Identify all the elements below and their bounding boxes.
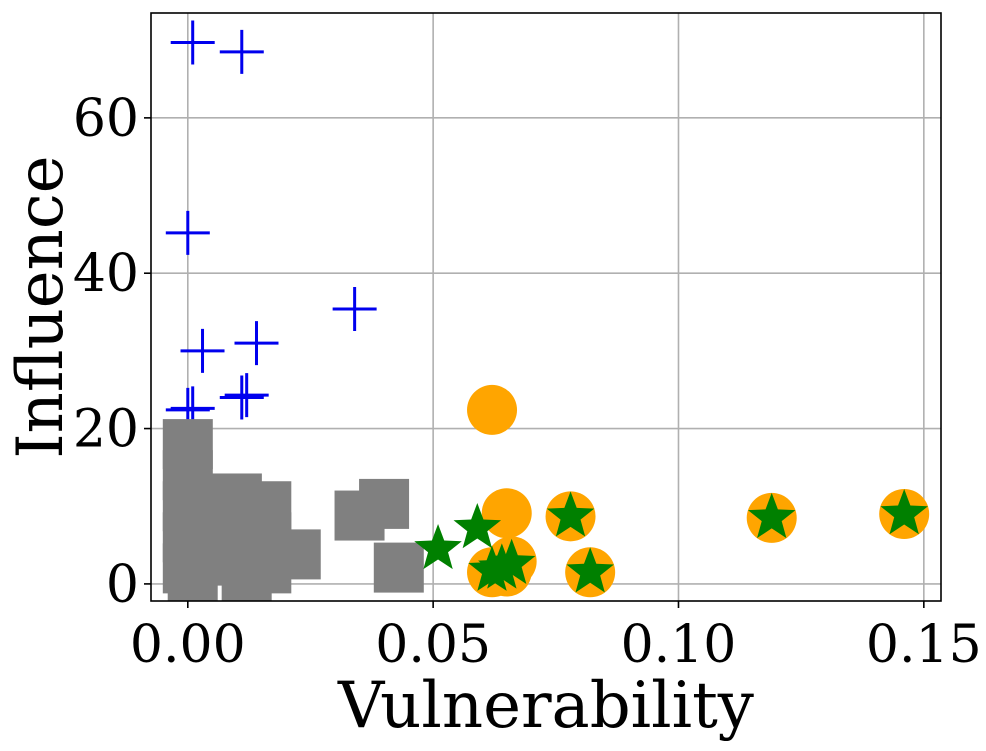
plus-point xyxy=(165,210,210,255)
y-tick-label: 60 xyxy=(73,89,139,149)
y-tick-label: 40 xyxy=(73,244,139,304)
star-point xyxy=(546,491,595,537)
circle-point xyxy=(481,488,532,539)
plus-point xyxy=(234,321,279,366)
plus-point xyxy=(170,20,215,65)
plus-point xyxy=(219,29,264,74)
plus-point xyxy=(332,286,377,331)
data-points xyxy=(162,20,930,601)
series-star xyxy=(414,489,928,593)
plus-point xyxy=(224,373,269,418)
star-point xyxy=(414,523,462,570)
square-point xyxy=(373,542,424,593)
x-tick-label: 0.00 xyxy=(130,615,246,675)
star-point xyxy=(453,502,502,549)
star-point xyxy=(487,538,536,584)
plot-frame xyxy=(150,12,942,602)
x-tick-label: 0.10 xyxy=(621,615,737,675)
plus-point xyxy=(180,328,225,373)
square-point xyxy=(270,529,321,580)
series-plus xyxy=(165,20,377,432)
square-point xyxy=(359,478,410,529)
y-tick-label: 20 xyxy=(73,400,139,460)
square-point xyxy=(167,555,218,601)
y-tick-label: 0 xyxy=(106,555,139,615)
star-point xyxy=(566,547,614,593)
axis-ticks: 0.00 0.05 0.10 0.15 0 20 40 60 xyxy=(73,89,982,675)
x-tick-label: 0.05 xyxy=(375,615,491,675)
circle-point xyxy=(467,384,518,435)
y-axis-label: Influence xyxy=(4,155,78,458)
x-axis-label: Vulnerability xyxy=(337,669,754,743)
x-tick-label: 0.15 xyxy=(866,615,982,675)
star-point xyxy=(747,492,796,539)
plus-point xyxy=(219,375,264,420)
series-square xyxy=(162,419,424,601)
series-circle xyxy=(467,384,930,598)
star-point xyxy=(880,489,928,535)
